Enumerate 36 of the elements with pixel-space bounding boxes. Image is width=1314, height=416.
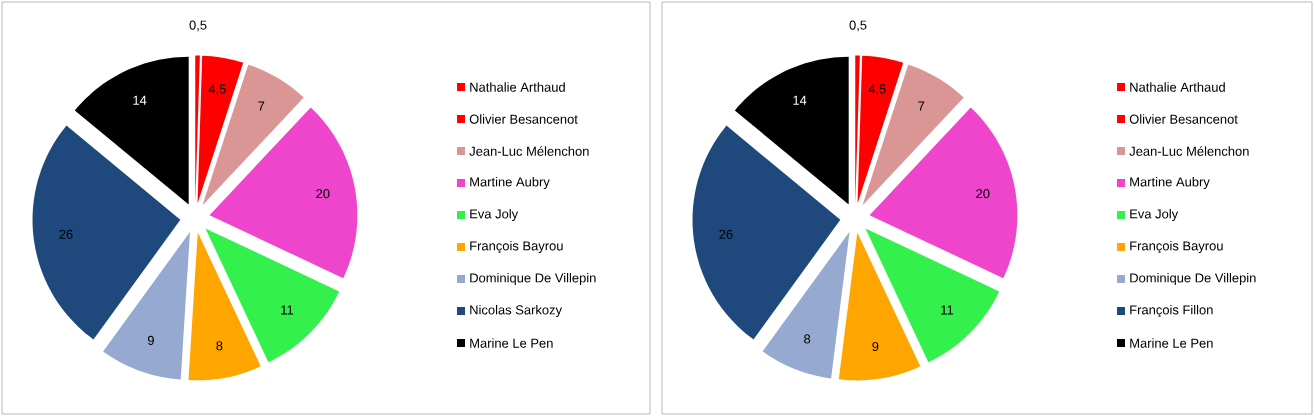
data-label: 0,5	[189, 20, 207, 32]
legend-label: Olivier Besancenot	[469, 114, 578, 124]
legend-label: Dominique De Villepin	[1130, 272, 1256, 286]
data-label: 26	[59, 229, 73, 239]
legend-label: François Bayrou	[470, 240, 563, 254]
legend-label: Eva Joly	[470, 208, 519, 222]
legend-label: Jean-Luc Mélenchon	[469, 146, 589, 156]
legend-label: François Bayrou	[1130, 240, 1223, 254]
data-label: 8	[216, 341, 223, 351]
legend-label: Eva Joly	[1130, 208, 1179, 222]
data-label: 20	[316, 189, 330, 199]
data-label: 11	[281, 305, 294, 315]
data-label: 7	[918, 101, 925, 111]
data-label: 14	[133, 95, 147, 105]
legend-label: François Fillon	[1130, 304, 1213, 318]
data-label: 11	[941, 305, 954, 315]
data-label: 7	[258, 101, 265, 111]
legend-label: Martine Aubry	[470, 176, 550, 190]
legend-label: Marine Le Pen	[1130, 338, 1213, 348]
data-label: 14	[793, 95, 807, 105]
data-label: 9	[147, 335, 154, 345]
legend-label: Jean-Luc Mélenchon	[1129, 146, 1249, 156]
legend-label: Nathalie Arthaud	[1130, 82, 1225, 92]
legend-label: Marine Le Pen	[470, 338, 553, 348]
legend-label: Nicolas Sarkozy	[470, 304, 563, 318]
data-label: 8	[804, 334, 811, 344]
legend-label: Nathalie Arthaud	[470, 82, 565, 92]
data-label: 4,5	[208, 84, 226, 96]
legend-label: Dominique De Villepin	[470, 272, 596, 286]
data-label: 26	[719, 229, 733, 239]
legend-label: Martine Aubry	[1130, 176, 1210, 190]
data-label: 0,5	[849, 20, 867, 32]
data-label: 20	[976, 189, 990, 199]
legend-label: Olivier Besancenot	[1129, 114, 1238, 124]
data-label: 4,5	[868, 84, 886, 96]
data-label: 9	[872, 341, 879, 352]
